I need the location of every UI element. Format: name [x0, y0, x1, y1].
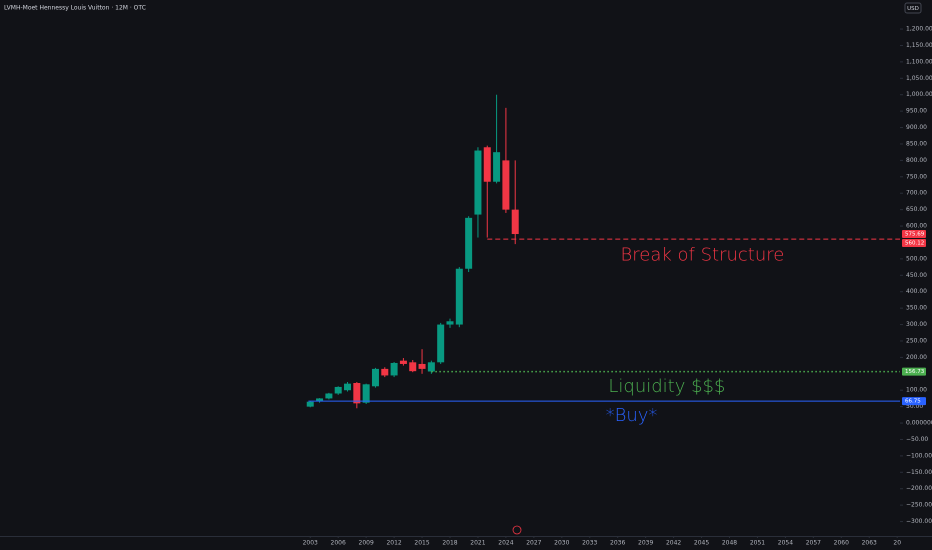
- candle-body: [427, 362, 435, 372]
- annotation: Break of Structure: [620, 245, 784, 266]
- plot-area: Break of Structure Liquidity $$$ *Buy*: [306, 94, 900, 426]
- x-tick-label: 2036: [610, 540, 625, 547]
- price-label-box: [902, 239, 926, 248]
- y-tick-label: 500.00: [906, 255, 927, 262]
- x-tick-label: 2063: [862, 540, 877, 547]
- candle-body: [344, 383, 352, 391]
- y-tick-label: 0.000000: [906, 420, 932, 427]
- y-tick-label: 250.00: [906, 337, 927, 344]
- y-tick-label: 950.00: [906, 108, 927, 115]
- y-tick-label: −100.00: [906, 452, 932, 459]
- x-tick-label: 2015: [414, 540, 429, 547]
- x-tick-label: 2033: [582, 540, 597, 547]
- y-tick-label: 400.00: [906, 288, 927, 295]
- candle-body: [437, 324, 445, 363]
- price-label-box: [902, 367, 926, 376]
- price-label: 66.75: [905, 399, 921, 405]
- price-label: 575.69: [905, 232, 925, 238]
- y-tick-label: 50.00: [906, 403, 923, 410]
- x-tick-label: 2021: [470, 540, 485, 547]
- candle-body: [371, 368, 379, 387]
- candle-body: [353, 382, 361, 404]
- candle-body: [381, 368, 389, 376]
- y-tick-label: 850.00: [906, 140, 927, 147]
- x-tick-label: 2051: [750, 540, 765, 547]
- candle-body: [446, 321, 454, 325]
- y-tick-label: 1,000.00: [906, 91, 932, 98]
- price-label: 560.12: [905, 241, 924, 247]
- x-tick-label: 2045: [694, 540, 709, 547]
- chart-title: LVMH-Moet Hennessy Louis Vuitton · 12M ·…: [4, 5, 146, 12]
- candle-body: [390, 362, 398, 376]
- x-tick-label: 2027: [526, 540, 541, 547]
- x-tick-label: 2009: [359, 540, 374, 547]
- x-tick-label: 2048: [722, 540, 737, 547]
- x-tick-label: 2042: [666, 540, 681, 547]
- x-tick-label: 2054: [778, 540, 793, 547]
- y-tick-label: −300.00: [906, 518, 932, 525]
- y-tick-label: 300.00: [906, 321, 927, 328]
- y-tick-label: 700.00: [906, 190, 927, 197]
- candle-body: [399, 360, 407, 364]
- y-tick-label: 1,050.00: [906, 75, 932, 82]
- y-tick-label: 200.00: [906, 354, 927, 361]
- candle-body: [483, 147, 491, 182]
- candle-body: [493, 152, 501, 182]
- x-tick-label: 2060: [834, 540, 849, 547]
- y-tick-label: −50.00: [906, 436, 928, 443]
- y-tick-label: 1,100.00: [906, 58, 932, 65]
- price-label-box: [902, 230, 926, 239]
- price-label: 156.73: [905, 369, 925, 375]
- y-tick-label: 600.00: [906, 223, 927, 230]
- price-axis-panel: [900, 0, 932, 550]
- candle-body: [362, 384, 370, 403]
- currency-box[interactable]: [904, 2, 922, 14]
- candle-body: [409, 362, 417, 372]
- x-tick-label: 2012: [386, 540, 401, 547]
- y-tick-label: 1,200.00: [906, 26, 932, 33]
- y-tick-label: −250.00: [906, 502, 932, 509]
- x-tick-label: 2039: [638, 540, 653, 547]
- y-tick-label: −150.00: [906, 469, 932, 476]
- x-tick-label: 2030: [554, 540, 569, 547]
- x-tick-label: 2006: [331, 540, 346, 547]
- annotation: Liquidity $$$: [608, 376, 725, 397]
- annotation: *Buy*: [606, 405, 658, 426]
- candle-body: [316, 398, 324, 402]
- candle-body: [474, 150, 482, 215]
- candle-body: [418, 363, 426, 369]
- x-tick-label: 2024: [498, 540, 513, 547]
- y-tick-label: 100.00: [906, 387, 927, 394]
- candle-body: [306, 401, 314, 407]
- x-tick-label: 2003: [303, 540, 318, 547]
- price-label-box: [902, 397, 926, 406]
- y-tick-label: 900.00: [906, 124, 927, 131]
- candle-body: [325, 393, 333, 399]
- x-tick-label: 20: [893, 540, 901, 547]
- scroll-icon[interactable]: [512, 525, 522, 535]
- candle-body: [455, 268, 463, 325]
- x-tick-label: 2018: [442, 540, 457, 547]
- candle-body: [511, 209, 519, 235]
- price-axis: 1,200.00 1,150.00 1,100.00 1,050.00 1,000.00…: [900, 26, 932, 525]
- y-tick-label: 650.00: [906, 206, 927, 213]
- y-tick-label: 800.00: [906, 157, 927, 164]
- candle-body: [502, 160, 510, 210]
- currency[interactable]: USD: [907, 6, 919, 12]
- y-tick-label: 450.00: [906, 272, 927, 279]
- x-tick-label: 2057: [806, 540, 821, 547]
- candle-body: [465, 217, 473, 269]
- candle-body: [334, 386, 342, 394]
- y-tick-label: 750.00: [906, 173, 927, 180]
- y-tick-label: 350.00: [906, 305, 927, 312]
- y-tick-label: 1,150.00: [906, 42, 932, 49]
- y-tick-label: −200.00: [906, 485, 932, 492]
